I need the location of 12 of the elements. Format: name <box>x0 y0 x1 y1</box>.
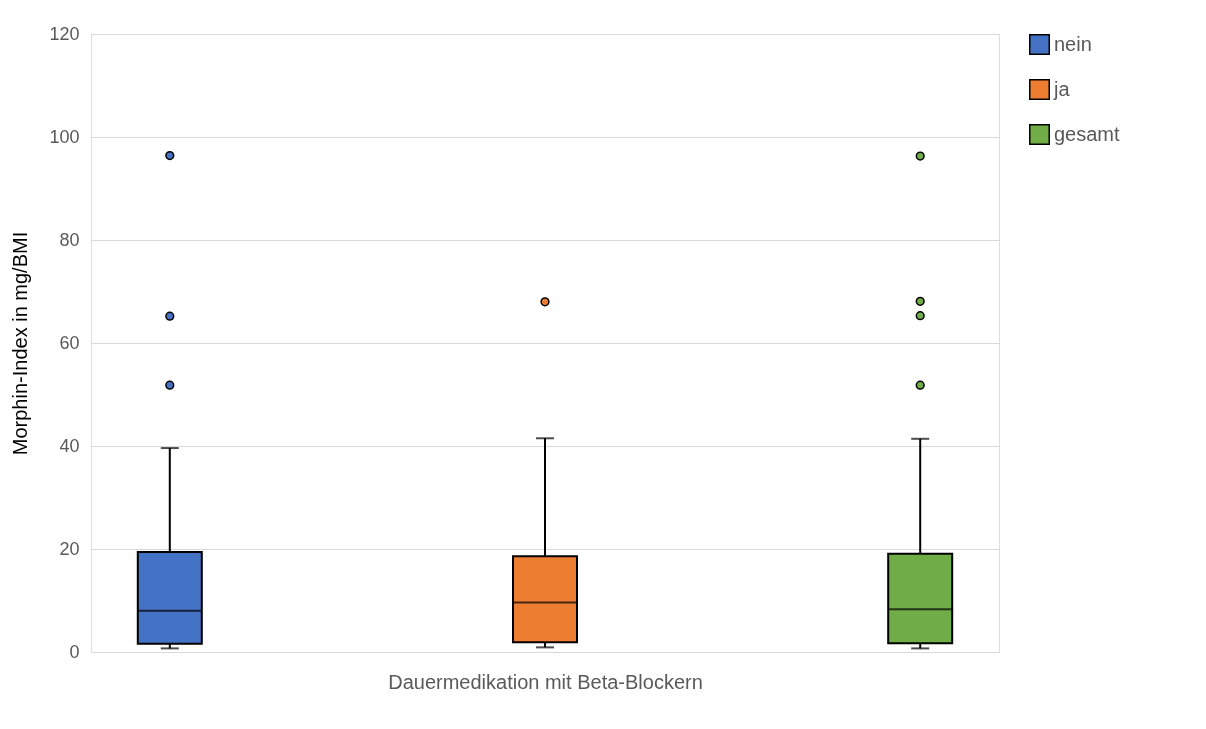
y-axis-title: Morphin-Index in mg/BMI <box>9 231 32 456</box>
legend-label: ja <box>1053 77 1071 100</box>
y-tick-label: 100 <box>49 126 80 147</box>
y-tick-label: 80 <box>59 229 80 250</box>
y-tick-label: 60 <box>59 332 80 353</box>
y-tick-label: 120 <box>49 23 80 44</box>
legend-label: gesamt <box>1054 122 1121 145</box>
y-tick-label: 0 <box>69 641 80 662</box>
y-tick-label: 20 <box>59 538 80 559</box>
x-axis-title: Dauermedikation mit Beta-Blockern <box>388 670 703 693</box>
legend-label: nein <box>1054 32 1092 55</box>
y-tick-label: 40 <box>59 435 80 456</box>
